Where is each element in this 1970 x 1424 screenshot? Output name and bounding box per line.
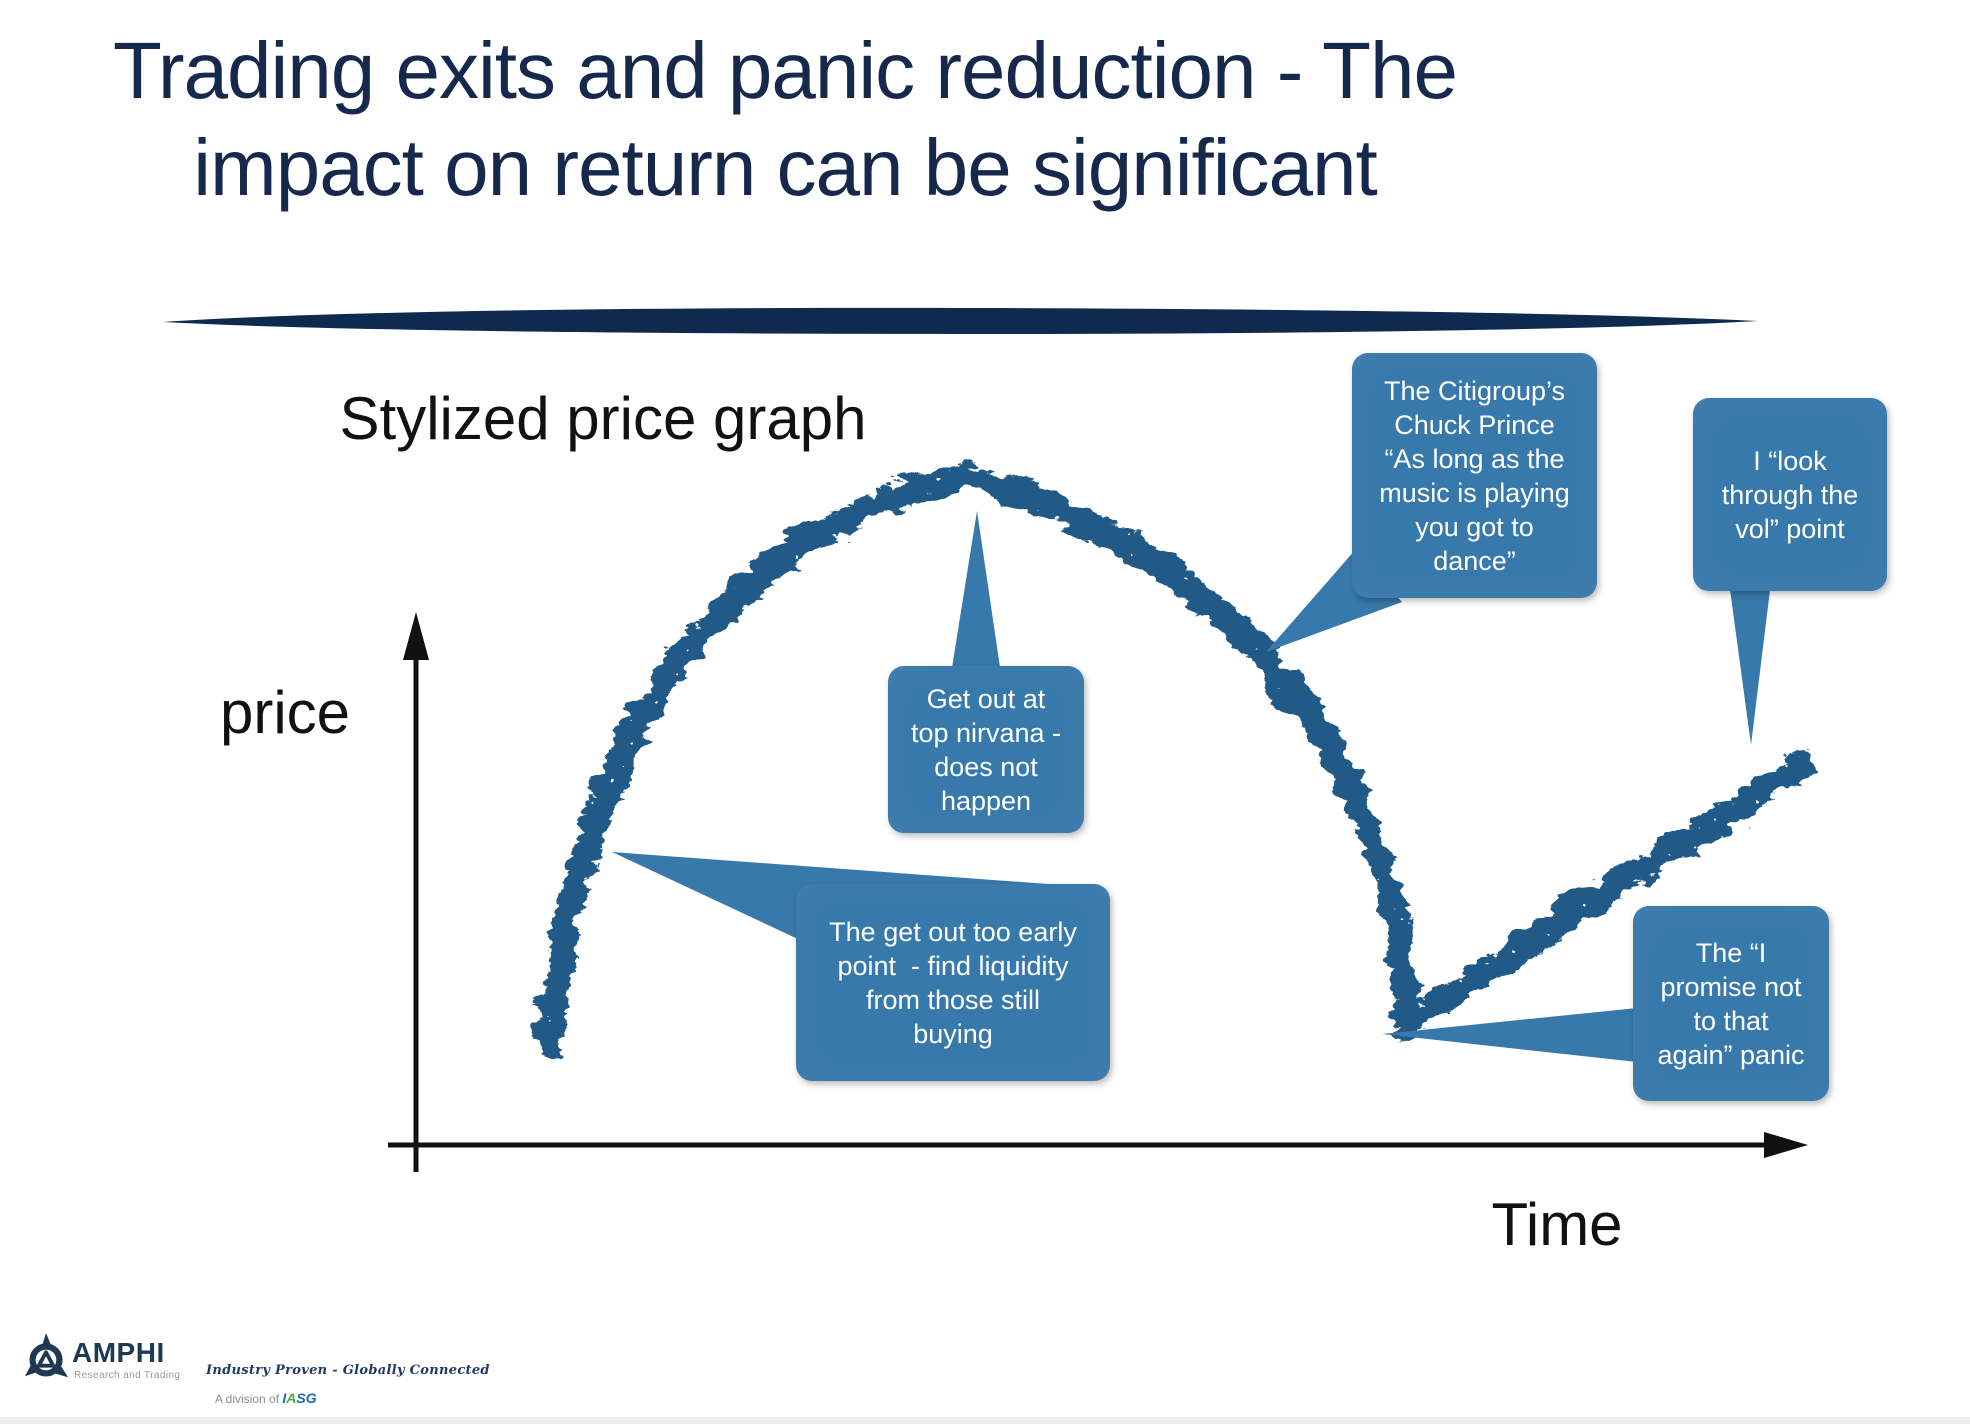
callout-line: buying [913, 1018, 993, 1049]
callout-tail-panic [1382, 1008, 1637, 1062]
callout-line: music is playing [1379, 477, 1570, 508]
callout-line: you got to [1415, 511, 1534, 542]
callout-line: does not [934, 751, 1038, 782]
callout-promise-panic: The “I promise not to that again” panic [1633, 906, 1829, 1101]
iasg-letter-a: A [286, 1390, 297, 1406]
callout-line: dance” [1433, 545, 1516, 576]
callout-line: The “I [1695, 937, 1767, 968]
callout-look-through-vol: I “look through the vol” point [1693, 398, 1887, 591]
slide-title-line1: Trading exits and panic reduction - The [112, 26, 1458, 115]
price-curve-stroke [532, 459, 1814, 1052]
x-axis-label: Time [1491, 1191, 1623, 1258]
callout-top-nirvana: Get out at top nirvana - does not happen [888, 666, 1084, 833]
slide-title: Trading exits and panic reduction - The … [0, 22, 1570, 216]
callout-line: vol” point [1735, 513, 1845, 544]
slide-title-line2: impact on return can be significant [193, 123, 1377, 212]
division-line: A division of IASG [215, 1390, 317, 1406]
iasg-logo: IASG [282, 1390, 316, 1406]
chart-subtitle: Stylized price graph [339, 385, 867, 452]
callout-line: promise not [1660, 971, 1802, 1002]
amphi-brand-subtitle: Research and Trading [74, 1370, 181, 1381]
callout-get-out-too-early: The get out too early point - find liqui… [796, 884, 1110, 1081]
callout-line: again” panic [1657, 1039, 1805, 1070]
amphi-brand-name: AMPHI [72, 1337, 165, 1368]
callout-line: through the [1721, 479, 1859, 510]
callout-line: “As long as the [1384, 443, 1565, 474]
callout-line: to that [1693, 1005, 1769, 1036]
footer-tagline: Industry Proven - Globally Connected [206, 1363, 490, 1378]
callout-line: happen [940, 785, 1032, 816]
iasg-letter-i: I [282, 1390, 287, 1406]
iasg-letters-sg: SG [296, 1390, 317, 1406]
y-axis-arrowhead [403, 612, 429, 660]
callout-line: Get out at [926, 683, 1046, 714]
callout-line: The Citigroup’s [1383, 375, 1566, 406]
callout-line: The get out too early [829, 916, 1077, 947]
callout-line: point - find liquidity [837, 950, 1069, 981]
callout-chuck-prince: The Citigroup’s Chuck Prince “As long as… [1352, 353, 1597, 598]
x-axis-arrowhead [1764, 1132, 1808, 1158]
callout-line: top nirvana - [910, 717, 1062, 748]
bottom-edge-strip [0, 1417, 1970, 1424]
amphi-logo-icon [24, 1333, 69, 1378]
callout-line: from those still [865, 984, 1041, 1015]
callout-line: Chuck Prince [1394, 409, 1555, 440]
division-prefix: A division of [215, 1392, 283, 1406]
callout-tail-nirvana [951, 511, 1001, 674]
callout-line: I “look [1753, 445, 1827, 476]
title-underline-stroke [163, 307, 1758, 334]
callout-tail-look-through-vol [1729, 582, 1771, 745]
y-axis-label: price [219, 679, 351, 746]
